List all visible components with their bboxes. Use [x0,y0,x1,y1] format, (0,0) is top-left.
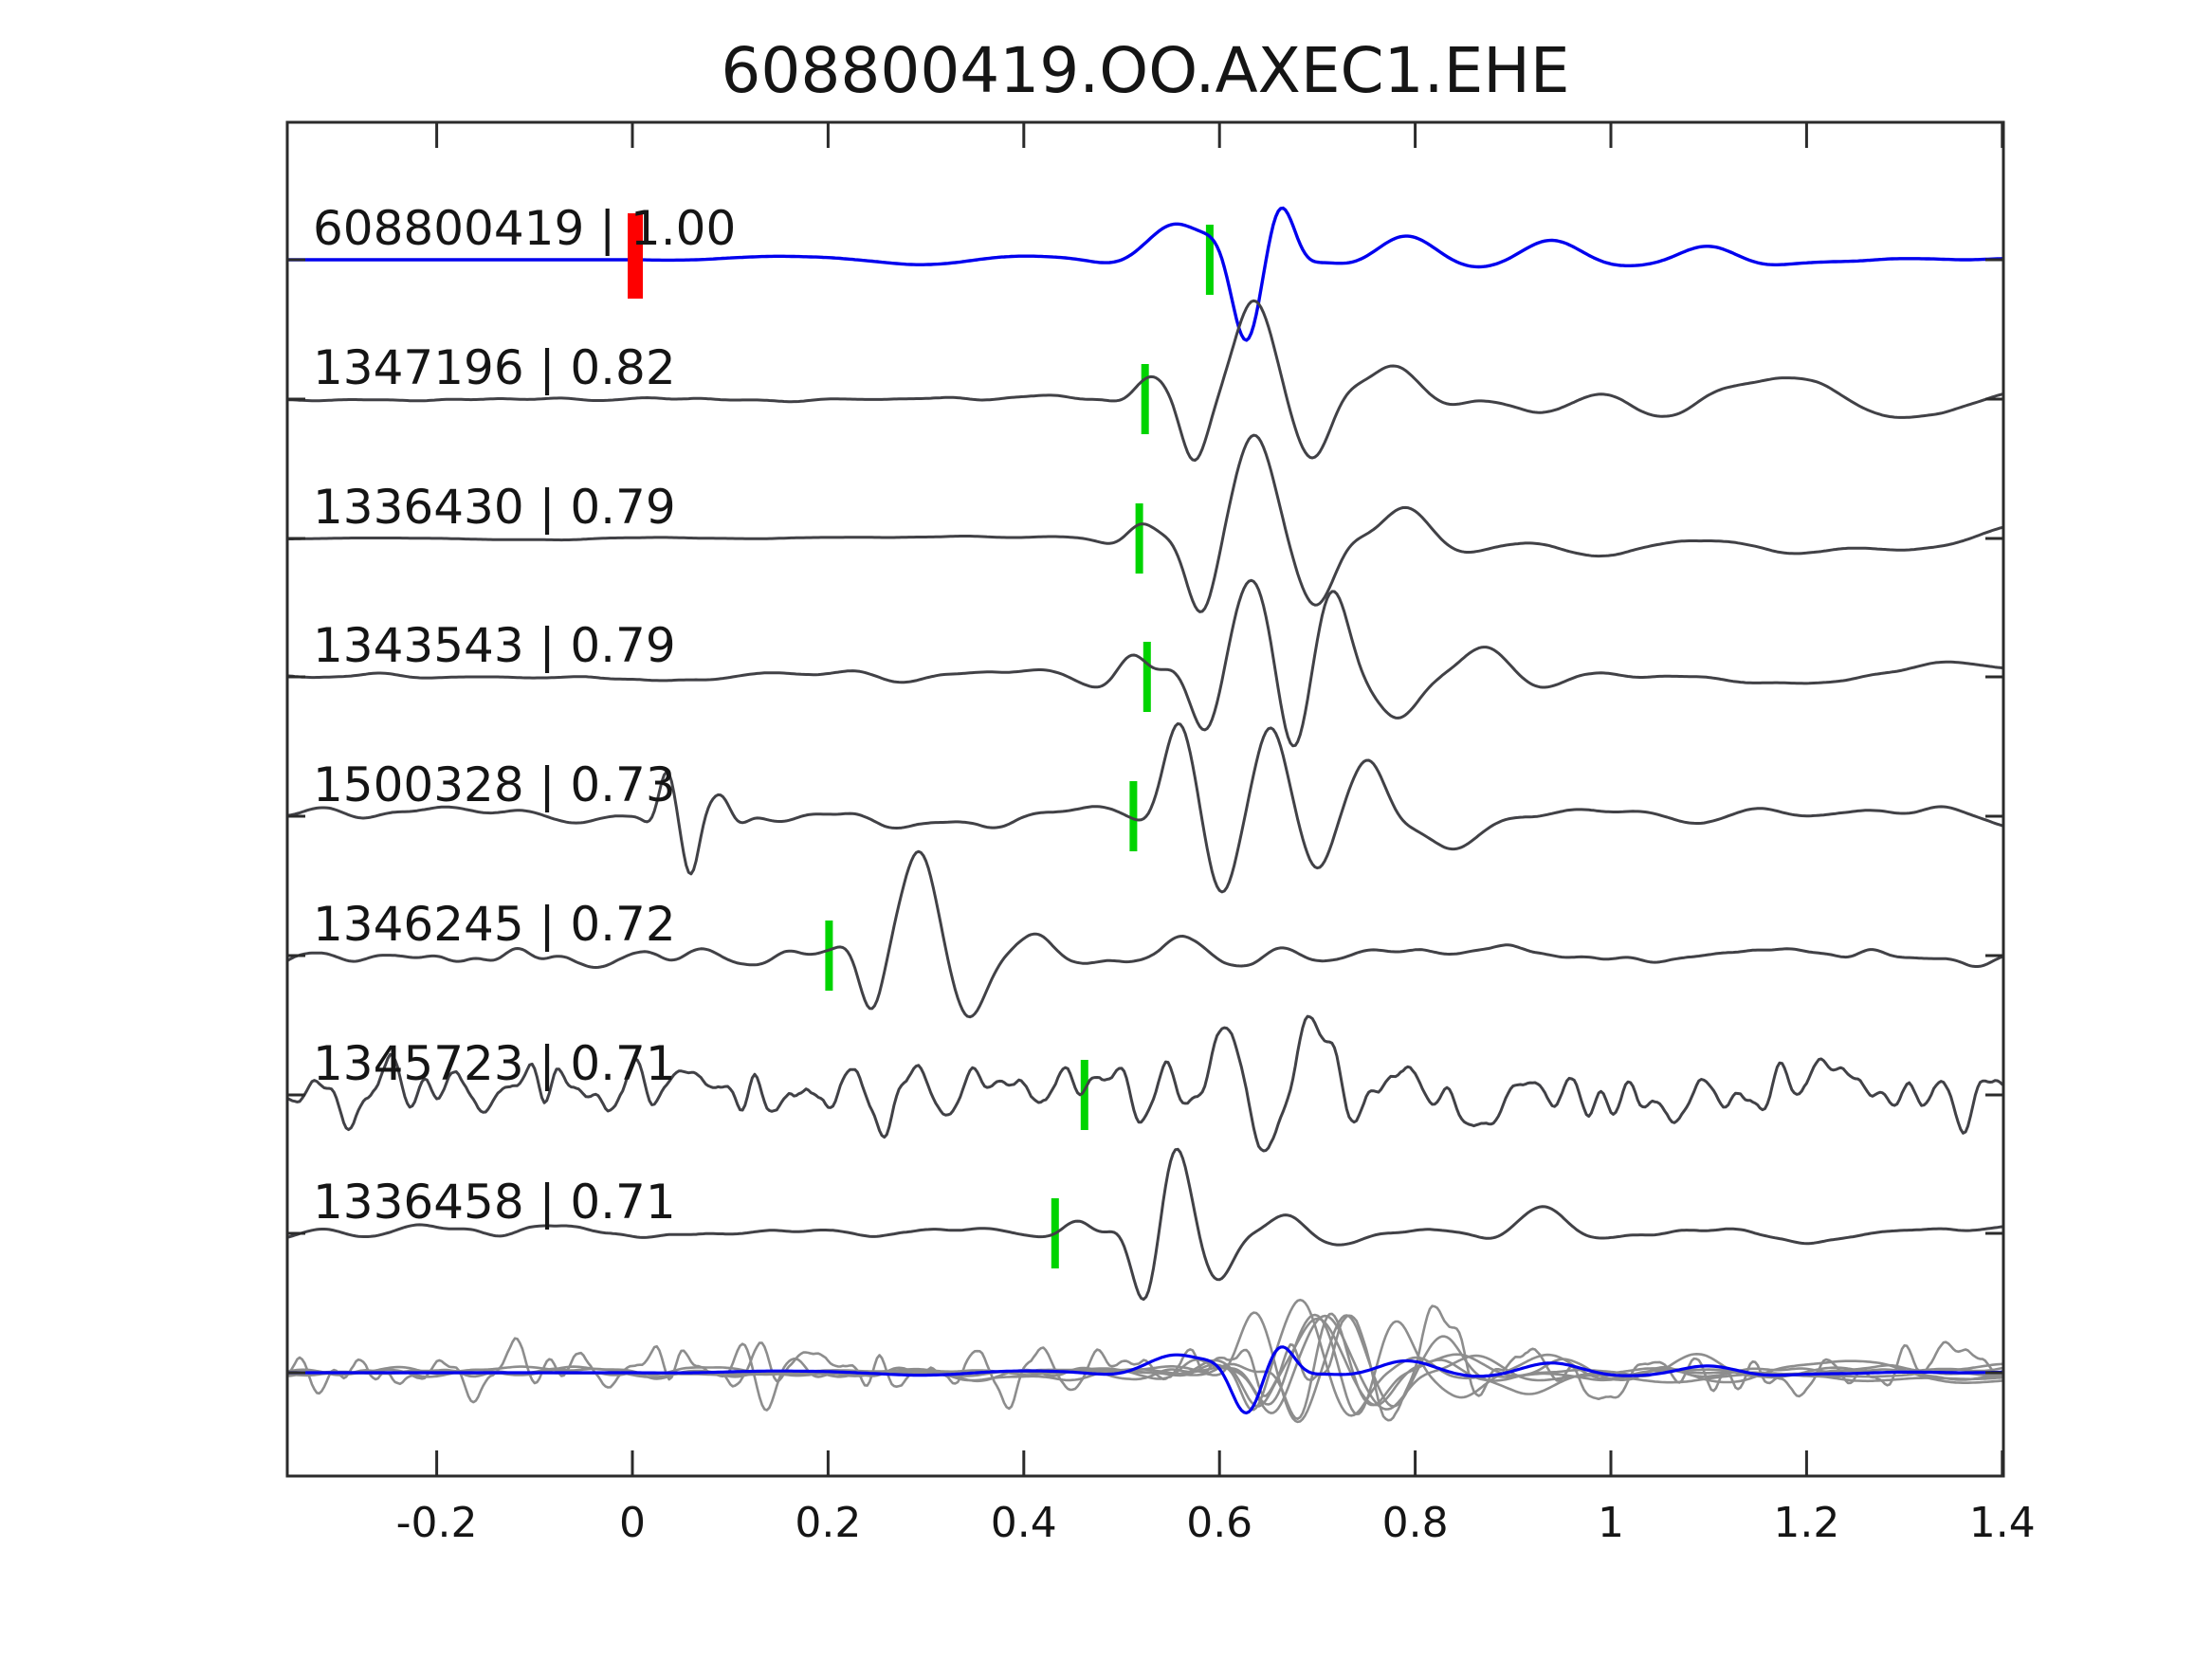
overlay-waveform-1346245 [285,1298,2004,1417]
overlay-waveform-1345723 [285,1304,2004,1422]
axes-box [285,120,2005,1478]
figure-title: 608800419.OO.AXEC1.EHE [721,34,1570,107]
trace-label-1347196: 1347196 | 0.82 [313,340,676,395]
trace-waveform-1346245 [285,849,2004,1019]
overlay-waveform-1347196 [285,1317,2004,1408]
pick-marker-green-1346245 [825,921,833,991]
trace-label-1336430: 1336430 | 0.79 [313,480,676,535]
x-tick-label: 0.4 [991,1499,1057,1547]
pick-marker-green-1500328 [1129,781,1138,851]
trace-waveform-1347196 [285,299,2004,462]
x-tick-label: 1.4 [1969,1499,2036,1547]
trace-waveform-1336430 [285,433,2004,613]
pick-marker-green-1347196 [1141,364,1149,434]
trace-label-1346245: 1346245 | 0.72 [313,897,676,952]
x-tick-label: 0.8 [1382,1499,1449,1547]
pick-marker-green-1343543 [1143,642,1151,712]
x-tick-label: 0.2 [795,1499,861,1547]
trace-label-608800419: 608800419 | 1.00 [313,201,736,256]
trace-waveform-1343543 [285,578,2004,748]
x-tick-label: -0.2 [396,1499,478,1547]
x-tick-label: 1 [1598,1499,1624,1547]
trace-waveform-1345723 [285,1014,2004,1153]
x-tick-label: 0.6 [1186,1499,1252,1547]
pick-marker-green-608800419 [1205,225,1214,295]
overlay-waveform-1336458 [285,1312,2004,1420]
trace-label-1336458: 1336458 | 0.71 [313,1175,676,1230]
trace-label-1343543: 1343543 | 0.79 [313,618,676,673]
trace-waveform-1336458 [285,1147,2004,1302]
pick-marker-green-1345723 [1080,1060,1088,1130]
trace-waveform-1500328 [285,721,2004,894]
trace-label-1345723: 1345723 | 0.71 [313,1036,676,1091]
overlay-waveform-template-608800419 [285,1345,2004,1415]
x-tick-label: 0 [619,1499,646,1547]
origin-marker-red [628,213,643,299]
trace-label-1500328: 1500328 | 0.73 [313,757,676,812]
x-tick-label: 1.2 [1773,1499,1839,1547]
pick-marker-green-1336430 [1135,503,1143,574]
trace-waveform-608800419 [285,206,2004,342]
